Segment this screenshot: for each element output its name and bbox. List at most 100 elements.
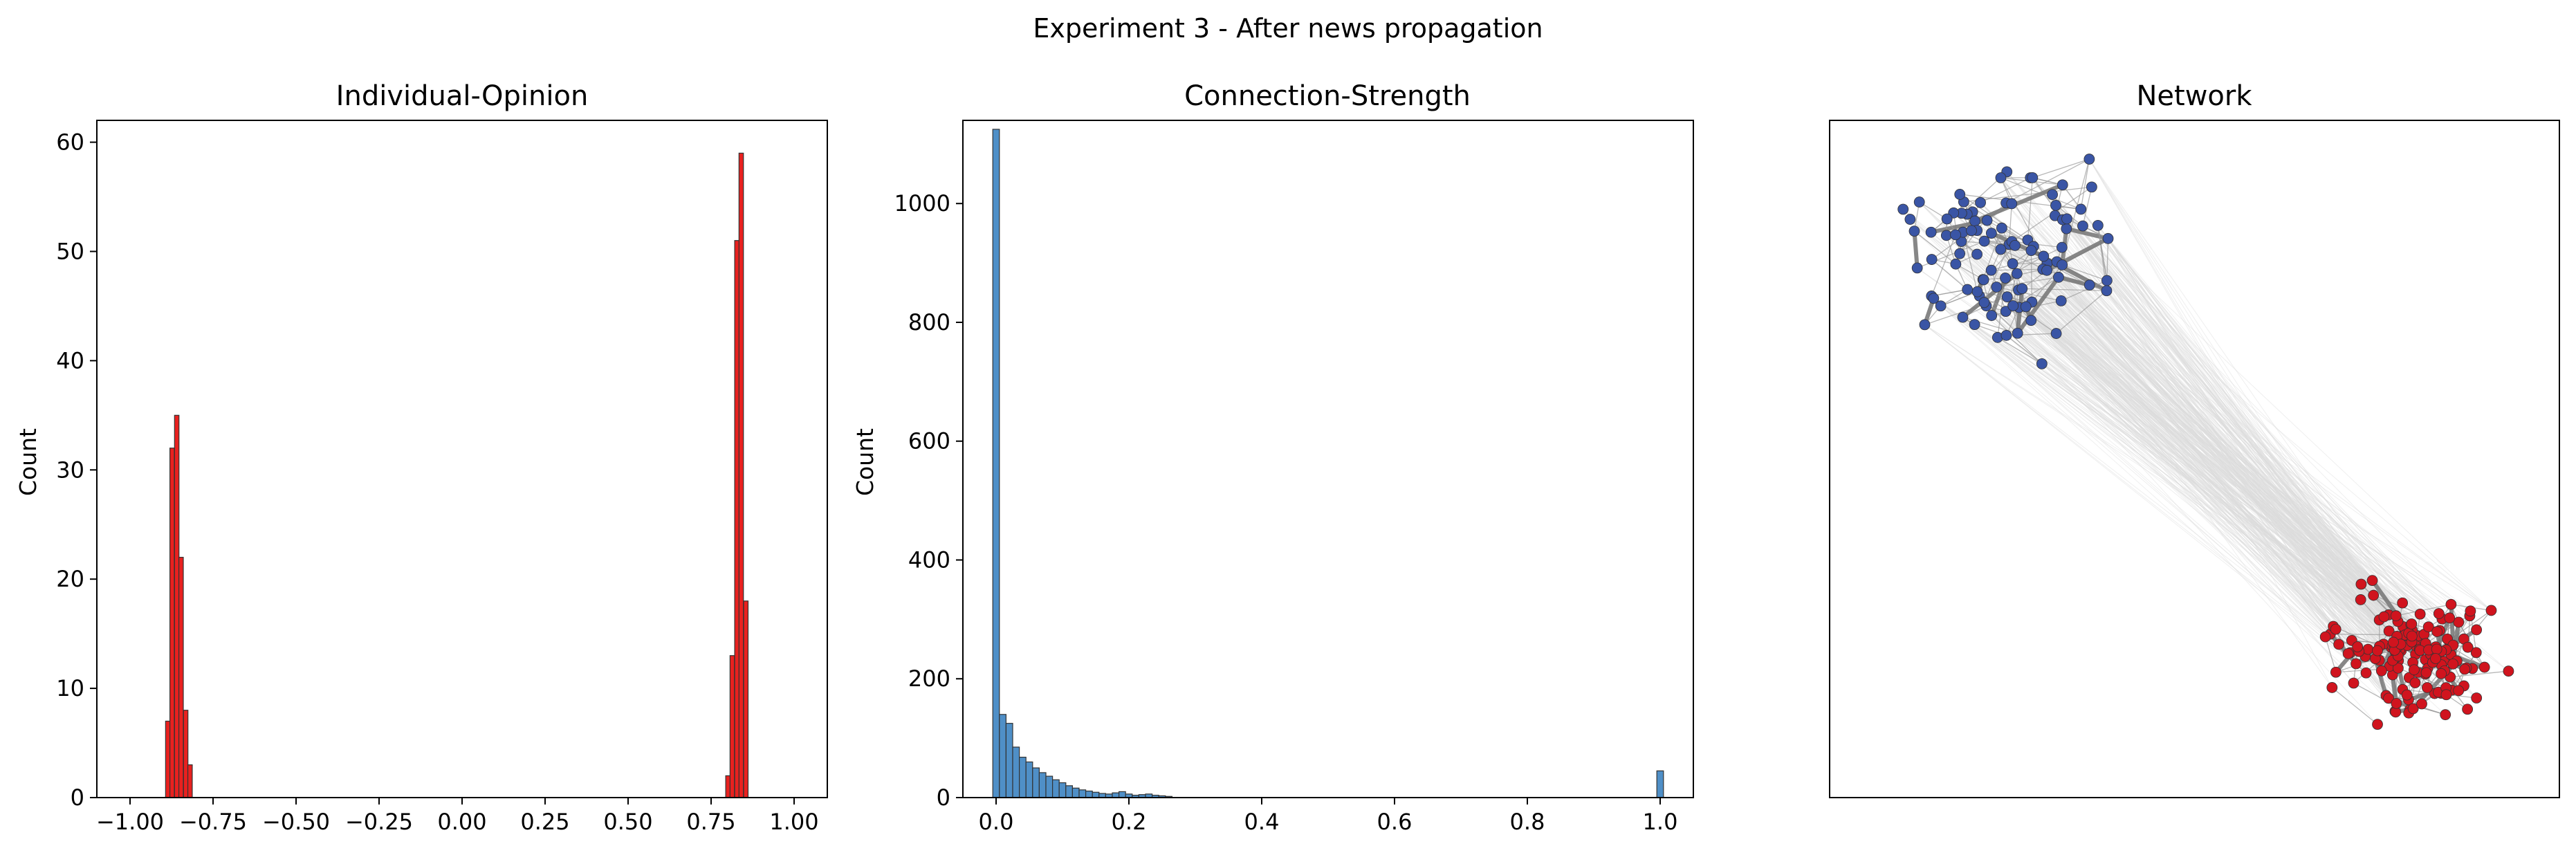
network-node-blue bbox=[2086, 181, 2097, 193]
network-edge bbox=[1931, 295, 2451, 655]
network-edge bbox=[2353, 682, 2409, 714]
network-edge bbox=[1967, 214, 2427, 673]
network-edge bbox=[2056, 333, 2418, 673]
network-node-red bbox=[2326, 682, 2338, 693]
network-edge bbox=[1977, 291, 2380, 647]
network-edge bbox=[2017, 333, 2408, 646]
network-node-blue bbox=[2025, 315, 2037, 327]
network-edge bbox=[2062, 219, 2435, 694]
network-edge bbox=[2106, 280, 2396, 653]
p2-bar bbox=[999, 714, 1007, 798]
network-edge bbox=[2052, 194, 2389, 616]
network-edge bbox=[2056, 290, 2107, 334]
network-edge bbox=[2082, 226, 2492, 611]
network-edge bbox=[1972, 212, 2357, 664]
network-edge bbox=[1991, 270, 2465, 640]
network-edge bbox=[1991, 232, 2414, 709]
network-edge bbox=[1986, 305, 2471, 612]
network-edge bbox=[2001, 228, 2389, 616]
network-edge bbox=[2061, 300, 2452, 691]
network-edge bbox=[1953, 212, 2418, 636]
network-edge bbox=[1991, 315, 2043, 365]
network-edge bbox=[2032, 158, 2090, 178]
network-edge bbox=[2106, 290, 2376, 659]
network-edge bbox=[2058, 277, 2425, 635]
network-edge bbox=[2058, 277, 2373, 581]
network-edge bbox=[2088, 158, 2445, 671]
network-edge bbox=[1917, 267, 2477, 653]
network-edge bbox=[2055, 205, 2477, 630]
network-edge bbox=[1983, 279, 2424, 636]
network-node-blue bbox=[1991, 282, 2003, 293]
network-edge bbox=[1980, 202, 2447, 695]
network-node-blue bbox=[1969, 319, 1980, 331]
network-node-red bbox=[2352, 641, 2364, 652]
network-edge bbox=[2108, 238, 2366, 657]
network-edge bbox=[1940, 305, 2395, 645]
p1-bar bbox=[734, 240, 740, 798]
network-edge bbox=[2032, 302, 2395, 645]
network-edge bbox=[2032, 177, 2465, 686]
network-edge bbox=[2088, 158, 2422, 704]
network-edge bbox=[2032, 177, 2420, 650]
p1-y-tick-label: 10 bbox=[56, 675, 84, 701]
network-edge bbox=[2021, 288, 2393, 675]
network-node-blue bbox=[2053, 271, 2064, 283]
network-edge bbox=[2054, 215, 2337, 629]
network-node-blue bbox=[1940, 230, 1952, 241]
network-edge bbox=[1962, 232, 2458, 661]
network-edge bbox=[2032, 177, 2404, 627]
network-node-red bbox=[2422, 682, 2433, 693]
network-edge bbox=[1997, 337, 2450, 618]
p2-bar bbox=[1118, 791, 1126, 798]
network-edge bbox=[2032, 177, 2442, 620]
network-edge bbox=[2016, 273, 2468, 648]
network-node-red bbox=[2401, 689, 2413, 701]
p1-bar bbox=[738, 152, 744, 798]
network-node-blue bbox=[2007, 300, 2019, 311]
network-edge bbox=[1991, 315, 2420, 615]
network-edge bbox=[1959, 194, 2028, 241]
p1-x-tick-label: −0.75 bbox=[179, 809, 247, 835]
opinion-histogram-x-axis: −1.00 −0.75 −0.50 −0.25 0.00 0.25 0.50 0.75 1.00 bbox=[96, 798, 819, 835]
network-edge bbox=[1984, 241, 2452, 691]
network-edge bbox=[2025, 306, 2428, 688]
p2-y-tick-label: 0 bbox=[937, 784, 950, 811]
network-edge bbox=[2030, 177, 2413, 663]
network-edge bbox=[1996, 286, 2420, 615]
network-node-blue bbox=[1971, 248, 1982, 260]
p2-bar bbox=[1038, 772, 1047, 798]
network-edge bbox=[1931, 295, 2389, 632]
p1-y-tick-label: 30 bbox=[56, 457, 84, 483]
network-node-red bbox=[2407, 703, 2419, 715]
p1-bar bbox=[178, 557, 184, 798]
network-edge bbox=[2047, 263, 2440, 614]
network-node-blue bbox=[2000, 329, 2012, 341]
network-edge bbox=[1924, 324, 2429, 650]
network-edge bbox=[2055, 205, 2362, 600]
network-edge bbox=[2011, 203, 2492, 611]
network-edge bbox=[2413, 674, 2426, 709]
network-edge bbox=[1984, 302, 2412, 625]
network-edge bbox=[1997, 277, 2006, 338]
network-node-red bbox=[2333, 638, 2345, 650]
network-edge bbox=[2001, 228, 2435, 694]
network-edge bbox=[2057, 261, 2373, 581]
p2-bar bbox=[1018, 757, 1027, 798]
network-edge bbox=[2082, 226, 2418, 636]
p1-y-tick-label: 0 bbox=[71, 784, 84, 811]
network-node-red bbox=[2406, 630, 2418, 642]
network-node-blue bbox=[1978, 297, 1990, 309]
p2-bar bbox=[1005, 723, 1013, 798]
network-edge bbox=[2033, 246, 2436, 657]
network-node-blue bbox=[1975, 196, 1986, 208]
network-node-blue bbox=[1925, 226, 1937, 238]
network-edge bbox=[2056, 333, 2354, 683]
network-edge bbox=[1987, 220, 2402, 651]
network-edge bbox=[2005, 277, 2357, 664]
network-edge bbox=[2061, 264, 2108, 282]
network-node-blue bbox=[2075, 203, 2087, 215]
network-node-blue bbox=[1969, 215, 1980, 227]
network-edge bbox=[2450, 670, 2509, 678]
p1-x-tick-label: 0.50 bbox=[603, 809, 652, 835]
